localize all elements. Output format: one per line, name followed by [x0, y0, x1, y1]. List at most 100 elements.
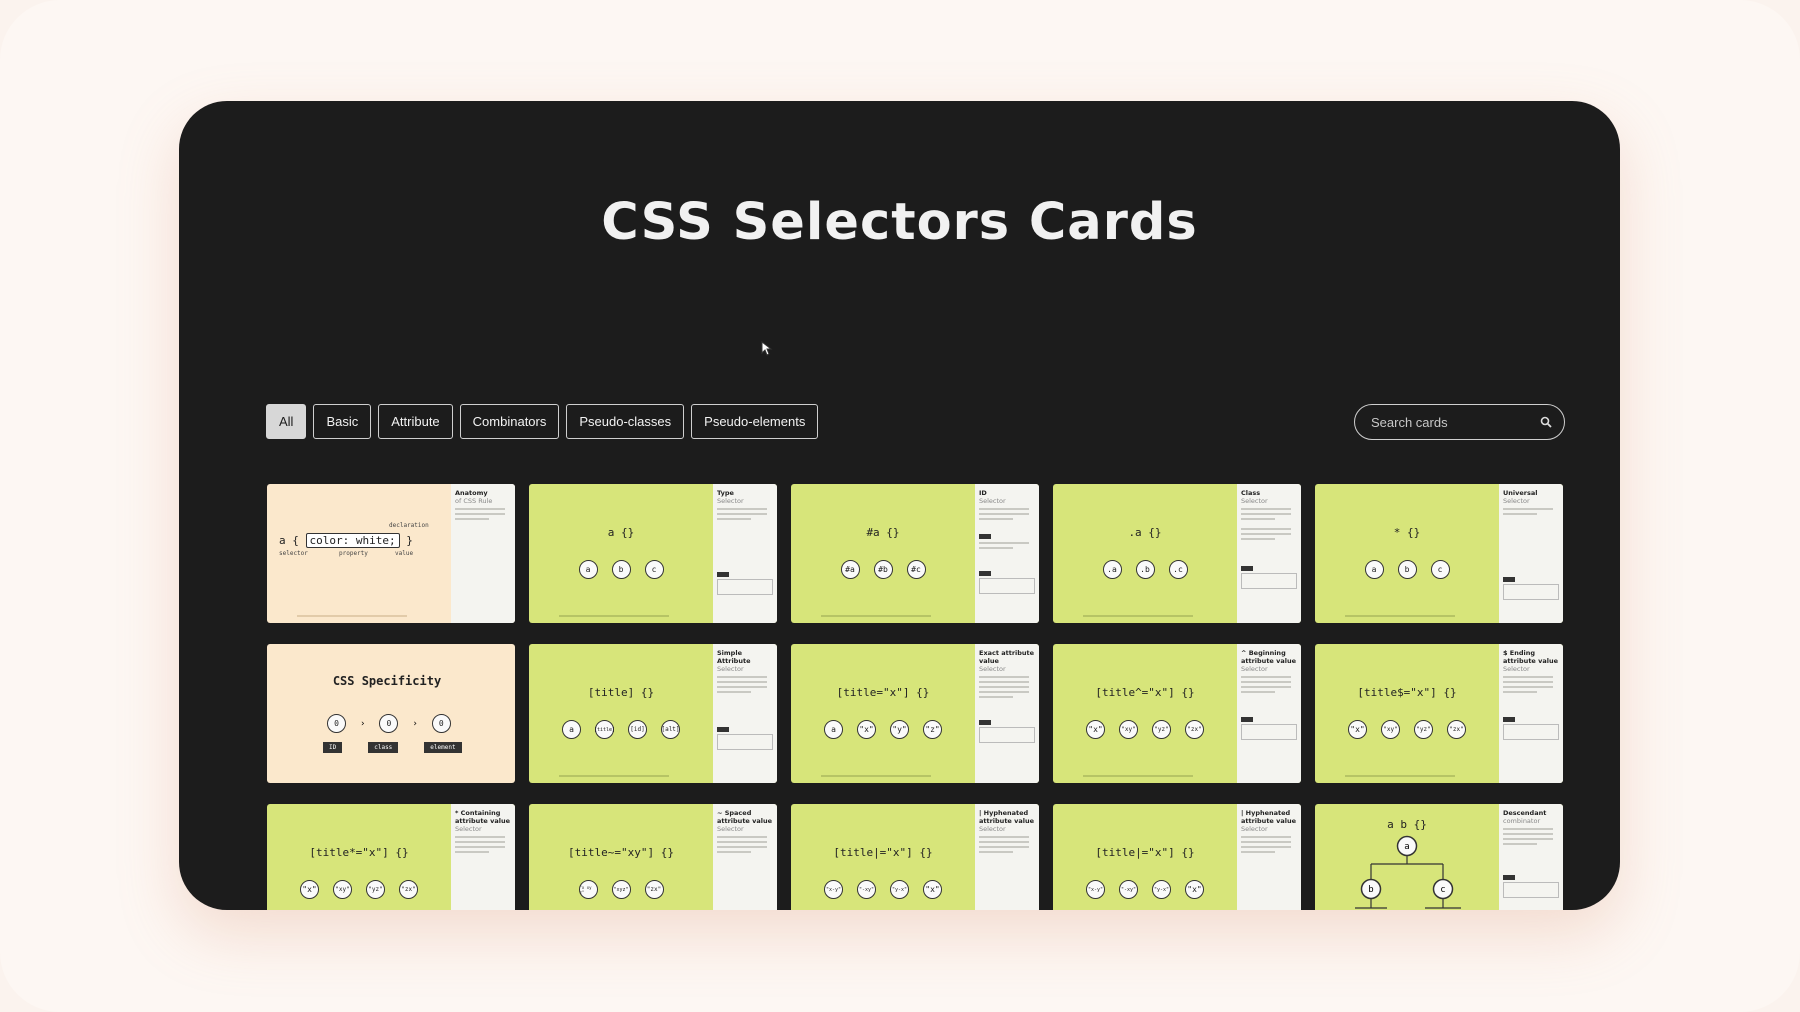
card-code: [title*="x"] {}	[309, 846, 409, 859]
selector-label: selector	[279, 550, 308, 557]
element-circle: "xy"	[1119, 720, 1138, 739]
card-heading: Type	[717, 489, 734, 497]
filter-all-button[interactable]: All	[266, 404, 307, 439]
element-circle: "y"	[890, 720, 909, 739]
anatomy-diagram: declaration a { color: white; } selector…	[279, 522, 429, 557]
element-circle: "x-y"	[824, 880, 843, 899]
card-code: [title|="x"] {}	[1095, 846, 1195, 859]
card-universal-selector[interactable]: * {} a b c Universal Selector	[1315, 484, 1563, 623]
tree-node-a: a	[1404, 842, 1409, 852]
card-hyphenated-attribute-selector[interactable]: [title|="x"] {} "x-y" "-xy" "y-x" "x" | …	[791, 804, 1039, 910]
card-subheading: Selector	[979, 497, 1006, 505]
element-circle: "x"	[1086, 720, 1105, 739]
filter-pseudo-classes-button[interactable]: Pseudo-classes	[566, 404, 685, 439]
element-circle: c	[644, 560, 664, 579]
card-heading: ~ Spaced attribute value	[717, 809, 772, 825]
card-side-panel: ^ Beginning attribute value Selector	[1237, 644, 1301, 783]
card-heading: Universal	[1503, 489, 1538, 497]
tag-class: class	[368, 742, 399, 753]
element-circle: "-xy"	[1119, 880, 1138, 899]
card-side-panel: ~ Spaced attribute value Selector	[713, 804, 777, 910]
card-exact-attribute-selector[interactable]: [title="x"] {} a "x" "y" "z" Exact attri…	[791, 644, 1039, 783]
card-anatomy[interactable]: declaration a { color: white; } selector…	[267, 484, 515, 623]
card-ending-attribute-selector[interactable]: [title$="x"] {} "x" "xy" "yz" "zx" $ End…	[1315, 644, 1563, 783]
tree-node-c: c	[1440, 885, 1445, 895]
card-heading: ID	[979, 489, 987, 497]
card-containing-attribute-selector[interactable]: [title*="x"] {} "x" "xy" "yz" "zx" * Con…	[267, 804, 515, 910]
card-side-panel: $ Ending attribute value Selector	[1499, 644, 1563, 783]
anatomy-selector: a	[279, 534, 286, 547]
filter-combinators-button[interactable]: Combinators	[459, 404, 560, 439]
element-circle: "y-x"	[890, 880, 909, 899]
circle-row: a [title] [id] [alt]	[529, 720, 713, 739]
element-circle: "x"	[300, 880, 319, 899]
element-circle: [id]	[628, 720, 647, 739]
specificity-title: CSS Specificity	[332, 674, 442, 688]
card-subheading: Selector	[455, 825, 482, 833]
element-circle: [title]	[594, 720, 615, 739]
descendant-tree-diagram: a b c	[1355, 835, 1461, 909]
filter-basic-button[interactable]: Basic	[313, 404, 372, 439]
page-title: CSS Selectors Cards	[601, 193, 1198, 252]
circle-row: "x" "xy" "yz" "zx"	[1315, 720, 1499, 739]
tree-node-b: b	[1368, 885, 1373, 895]
search-input[interactable]	[1369, 413, 1533, 431]
card-code: [title^="x"] {}	[1095, 686, 1195, 699]
card-descendant-combinator[interactable]: a b {} a b c	[1315, 804, 1563, 910]
card-side-panel: Type Selector	[713, 484, 777, 623]
element-circle: .c	[1168, 560, 1188, 579]
card-subheading: combinator	[1503, 817, 1541, 825]
circle-row: "x" "xy" "yz" "zx"	[267, 880, 451, 899]
card-heading: ^ Beginning attribute value	[1241, 649, 1296, 665]
card-side-panel: | Hyphenated attribute value Selector	[975, 804, 1039, 910]
card-heading: | Hyphenated attribute value	[1241, 809, 1296, 825]
card-code: #a {}	[866, 526, 900, 539]
card-subheading: Selector	[979, 665, 1006, 673]
card-spaced-attribute-selector[interactable]: [title~="xy"] {} "x xy z" "xyz" "zx" ~ S…	[529, 804, 777, 910]
card-heading: Exact attribute value	[979, 649, 1035, 665]
element-circle: "x"	[923, 880, 942, 899]
filter-attribute-button[interactable]: Attribute	[378, 404, 453, 439]
card-simple-attribute-selector[interactable]: [title] {} a [title] [id] [alt] Simple A…	[529, 644, 777, 783]
card-type-selector[interactable]: a {} a b c Type Selector	[529, 484, 777, 623]
card-subheading: Selector	[1241, 825, 1268, 833]
value-label: value	[395, 550, 414, 557]
element-circle: "-xy"	[857, 880, 876, 899]
card-subheading: Selector	[1503, 665, 1530, 673]
card-subheading: Selector	[717, 825, 744, 833]
element-circle: "z"	[923, 720, 942, 739]
element-circle: b	[1397, 560, 1417, 579]
card-code: [title~="xy"] {}	[568, 846, 674, 859]
card-beginning-attribute-selector[interactable]: [title^="x"] {} "x" "xy" "yz" "zx" ^ Beg…	[1053, 644, 1301, 783]
search-icon[interactable]	[1540, 416, 1552, 428]
element-circle: .b	[1135, 560, 1155, 579]
card-hyphenated-attribute-selector[interactable]: [title|="x"] {} "x-y" "-xy" "y-x" "x" | …	[1053, 804, 1301, 910]
element-circle: "zx"	[644, 880, 664, 899]
element-circle: "x"	[857, 720, 876, 739]
card-code: a {}	[607, 526, 635, 539]
circle-row: .a .b .c	[1053, 560, 1237, 579]
element-circle: "zx"	[1447, 720, 1466, 739]
card-subheading: Selector	[717, 497, 744, 505]
element-circle: #b	[873, 560, 893, 579]
property-label: property	[339, 550, 368, 557]
card-code: a b {}	[1387, 818, 1427, 831]
element-circle: "x xy z"	[578, 880, 598, 899]
circle-row: "x xy z" "xyz" "zx"	[529, 880, 713, 899]
filter-bar: All Basic Attribute Combinators Pseudo-c…	[266, 404, 819, 439]
specificity-class-value: 0	[379, 714, 399, 733]
element-circle: "xyz"	[611, 880, 631, 899]
card-subheading: Selector	[1503, 497, 1530, 505]
card-subheading: Selector	[979, 825, 1006, 833]
specificity-values: 0 › 0 › 0	[327, 714, 451, 733]
card-side-panel: Class Selector	[1237, 484, 1301, 623]
declaration-label: declaration	[389, 522, 429, 529]
card-css-specificity[interactable]: CSS Specificity 0 › 0 › 0 ID class eleme…	[267, 644, 515, 783]
card-id-selector[interactable]: #a {} #a #b #c ID Selector	[791, 484, 1039, 623]
card-side-panel: Simple Attribute Selector	[713, 644, 777, 783]
element-circle: "yz"	[366, 880, 385, 899]
search-box[interactable]	[1354, 404, 1565, 440]
card-class-selector[interactable]: .a {} .a .b .c Class Selector	[1053, 484, 1301, 623]
element-circle: b	[611, 560, 631, 579]
filter-pseudo-elements-button[interactable]: Pseudo-elements	[691, 404, 819, 439]
